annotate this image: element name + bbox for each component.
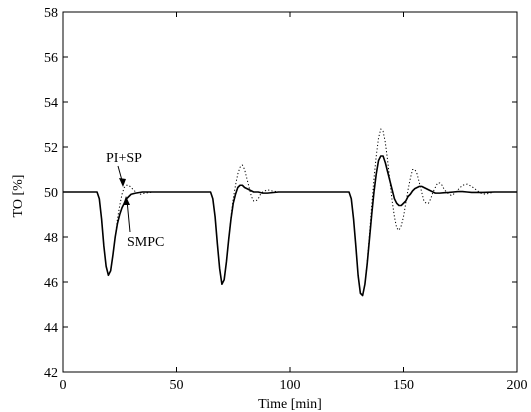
y-tick-label: 48 <box>44 231 58 246</box>
y-tick-label: 50 <box>44 186 58 201</box>
y-axis-label: TO [%] <box>11 175 26 218</box>
annotation-pi-sp-arrowhead <box>119 178 126 187</box>
y-tick-label: 54 <box>44 96 58 111</box>
x-tick-label: 200 <box>507 378 528 393</box>
axis-ticks <box>62 11 518 373</box>
series-line-smpc <box>63 155 517 297</box>
annotation-smpc-label: SMPC <box>127 235 164 250</box>
y-tick-label: 58 <box>44 6 58 21</box>
y-tick-label: 44 <box>44 321 58 336</box>
annotation-smpc-arrow <box>126 199 131 233</box>
annotations: PI+SP SMPC <box>106 151 164 250</box>
y-tick-label: 42 <box>44 366 58 381</box>
y-tick-label: 56 <box>44 51 58 66</box>
x-tick-label: 150 <box>393 378 414 393</box>
annotation-smpc-arrowhead <box>123 196 130 205</box>
y-tick-label: 46 <box>44 276 58 291</box>
y-tick-label: 52 <box>44 141 58 156</box>
x-axis-label: Time [min] <box>258 397 322 412</box>
x-tick-label: 50 <box>170 378 184 393</box>
axis-tick-labels: 0 50 100 150 200 42 44 46 48 50 52 54 56 58 <box>44 6 528 393</box>
x-tick-label: 100 <box>280 378 301 393</box>
annotation-pi-sp-label: PI+SP <box>106 151 142 166</box>
x-tick-label: 0 <box>60 378 67 393</box>
series-layer <box>63 128 517 297</box>
